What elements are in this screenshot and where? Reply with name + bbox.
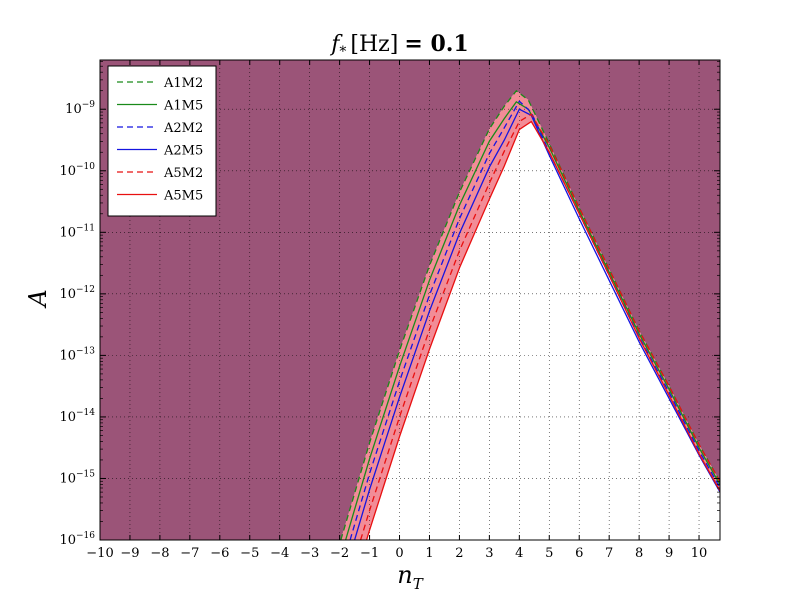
- x-tick-label: −3: [300, 546, 319, 561]
- y-axis: 10−16 10−15 10−14 10−13 10−12 10−11 10−10 10−9: [59, 60, 720, 548]
- x-tick-label: 5: [545, 546, 553, 561]
- legend-label-a1m5: A1M5: [163, 99, 203, 114]
- x-axis: −10 −9 −8 −7 −6 −5 −4 −3 −2 −1 0 1 2 3 4 5 6 7 8 9 10: [86, 60, 707, 561]
- legend-label-a1m2: A1M2: [163, 76, 203, 91]
- x-tick-label: 9: [665, 546, 673, 561]
- x-tick-label: 7: [605, 546, 613, 561]
- x-tick-label: −1: [360, 546, 379, 561]
- x-tick-label: 6: [575, 546, 583, 561]
- chart-title: f* [Hz] = 0.1: [329, 31, 468, 60]
- y-axis-title: A: [24, 289, 52, 308]
- x-tick-label: −8: [150, 546, 169, 561]
- x-tick-label: −2: [330, 546, 349, 561]
- x-tick-label: 8: [635, 546, 643, 561]
- x-tick-label: −4: [270, 546, 289, 561]
- legend-label-a2m2: A2M2: [163, 121, 203, 136]
- title-eq: = 0.1: [404, 31, 468, 57]
- legend: A1M2 A1M5 A2M2 A2M5 A5M2 A5M5: [107, 65, 217, 217]
- y-tick-label: 10−13: [59, 346, 95, 363]
- y-tick-label: 10−11: [59, 223, 95, 240]
- grid: [100, 60, 720, 540]
- series-line-a2m5: [353, 108, 720, 540]
- legend-label-a2m5: A2M5: [163, 144, 203, 159]
- x-tick-label: −7: [180, 546, 199, 561]
- y-tick-label: 10−15: [59, 469, 95, 486]
- y-tick-label: 10−16: [59, 531, 95, 548]
- x-tick-label: 1: [425, 546, 433, 561]
- legend-label-a5m2: A5M2: [163, 166, 203, 181]
- x-tick-label: 4: [515, 546, 523, 561]
- x-axis-title-main: n: [397, 561, 412, 589]
- x-axis-title: nT: [397, 561, 423, 593]
- y-tick-label: 10−14: [59, 408, 95, 425]
- excluded-region: [100, 60, 720, 540]
- legend-label-a5m5: A5M5: [163, 189, 203, 204]
- y-tick-label: 10−10: [59, 162, 95, 179]
- x-tick-label: 0: [395, 546, 403, 561]
- series-line-a1m5: [344, 100, 720, 540]
- series-line-a5m5: [365, 120, 720, 540]
- series-line-a5m2: [359, 113, 720, 540]
- x-tick-label: −5: [240, 546, 259, 561]
- series-lines: [340, 89, 720, 540]
- title-sub: *: [339, 44, 346, 60]
- y-tick-label: 10−9: [65, 100, 95, 117]
- x-tick-label: 2: [455, 546, 463, 561]
- y-tick-label: 10−12: [59, 285, 95, 302]
- series-line-a2m2: [349, 100, 720, 540]
- x-tick-label: −10: [86, 546, 113, 561]
- series-line-a1m2: [340, 89, 720, 540]
- x-tick-label: 3: [485, 546, 493, 561]
- legend-box: [107, 65, 217, 217]
- x-tick-label: 10: [691, 546, 708, 561]
- title-unit: [Hz]: [350, 32, 398, 57]
- x-tick-label: −9: [120, 546, 139, 561]
- x-tick-label: −6: [210, 546, 229, 561]
- plot-area: [100, 60, 720, 540]
- x-axis-title-sub: T: [413, 575, 424, 593]
